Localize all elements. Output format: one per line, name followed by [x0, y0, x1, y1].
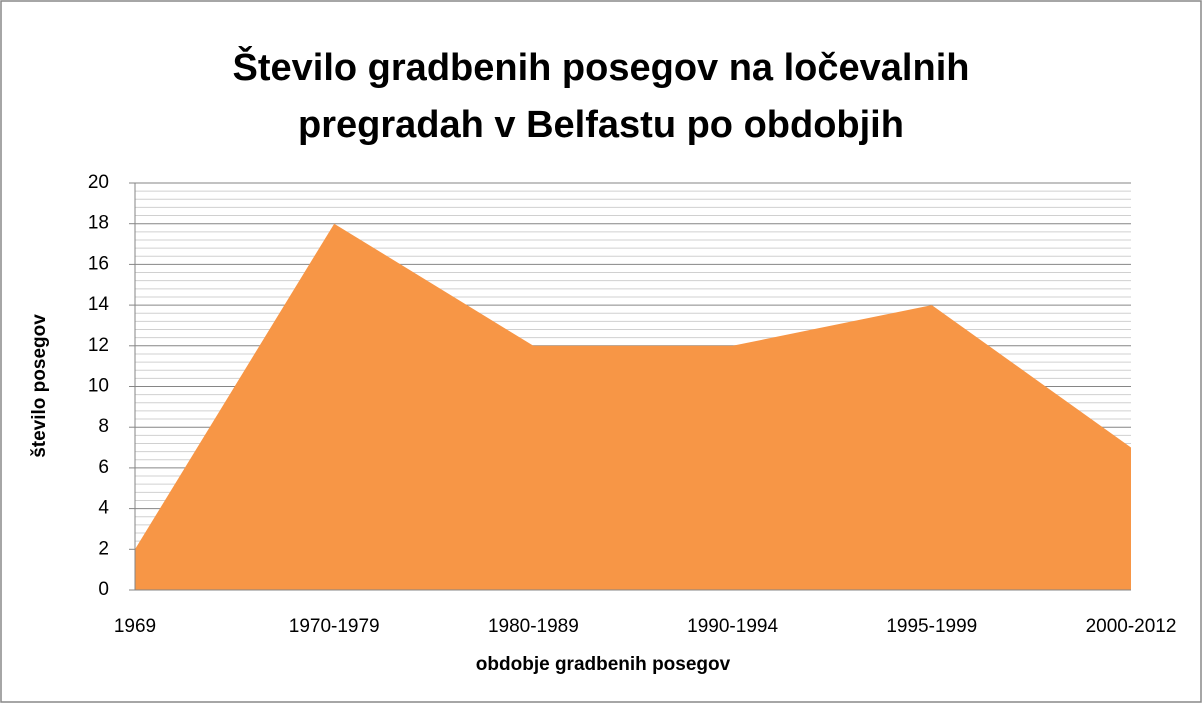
x-tick-label: 1995-1999 [886, 616, 977, 637]
y-tick-label: 14 [88, 294, 110, 315]
y-tick-label: 4 [98, 498, 109, 519]
y-tick-label: 12 [88, 335, 109, 356]
x-tick-label: 1980-1989 [488, 616, 579, 637]
y-axis-label: število posegov [29, 314, 50, 458]
y-tick-label: 10 [88, 376, 109, 397]
y-tick-label: 6 [98, 457, 109, 478]
y-tick-label: 2 [98, 538, 109, 559]
x-tick-label: 2000-2012 [1086, 616, 1177, 637]
x-axis-label: obdobje gradbenih posegov [476, 654, 731, 675]
chart-title: Število gradbenih posegov na ločevalnih … [232, 47, 970, 146]
y-tick-label: 16 [88, 253, 109, 274]
x-tick-label: 1970-1979 [289, 616, 380, 637]
x-tick-label: 1969 [114, 616, 156, 637]
y-tick-label: 20 [88, 172, 109, 193]
x-tick-label: 1990-1994 [687, 616, 778, 637]
y-tick-label: 18 [88, 213, 109, 234]
y-tick-label: 8 [98, 416, 109, 437]
area [135, 223, 1131, 590]
y-tick-label: 0 [98, 579, 109, 600]
